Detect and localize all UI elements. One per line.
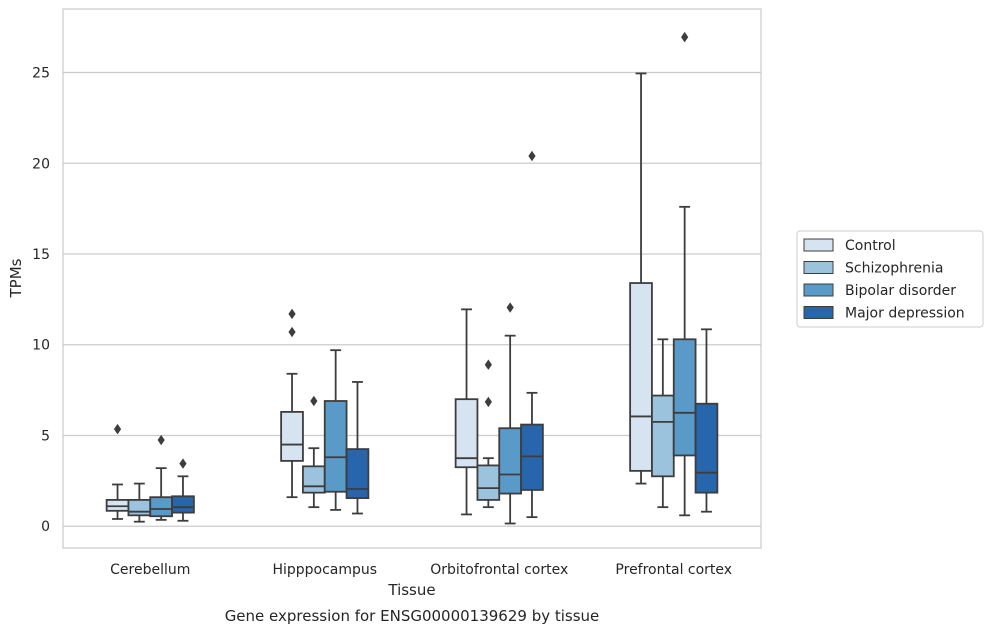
y-tick-labels: 0 5 10 15 20 25	[32, 66, 50, 536]
box-1-1	[302, 395, 326, 509]
outlier-point	[113, 423, 122, 435]
outlier-point	[681, 31, 689, 43]
box-3-3	[694, 328, 719, 513]
y-tick-label: 25	[32, 66, 50, 82]
box-body	[672, 338, 697, 457]
legend-label: Major depression	[845, 306, 965, 322]
outlier-point	[310, 395, 318, 407]
box-1-3	[345, 381, 370, 515]
box-body	[345, 448, 370, 499]
outlier-point	[157, 434, 165, 446]
box-3-0	[629, 72, 653, 485]
outlier-point	[288, 308, 296, 320]
legend-swatch	[803, 261, 834, 274]
outlier-point	[528, 150, 536, 162]
box-2-1	[476, 359, 501, 509]
box-body	[171, 495, 195, 514]
plot-frame	[62, 8, 762, 549]
outlier-point	[484, 359, 492, 370]
box-body	[454, 398, 479, 469]
outlier-point	[288, 326, 296, 338]
box-series	[105, 31, 719, 525]
box-3-2	[672, 31, 697, 517]
box-1-2	[323, 349, 348, 511]
legend-frame	[796, 230, 984, 328]
x-tick-label: Cerebellum	[110, 562, 190, 578]
legend-swatch	[803, 306, 834, 319]
box-0-3	[171, 458, 195, 522]
y-tick-label: 20	[32, 156, 50, 172]
legend-label: Schizophrenia	[845, 261, 943, 277]
box-body	[694, 402, 719, 494]
x-tick-label: Orbitofrontal cortex	[430, 562, 568, 578]
outlier-point	[506, 302, 514, 313]
box-body	[629, 282, 653, 472]
box-body	[302, 465, 326, 494]
box-1-0	[280, 308, 304, 499]
box-body	[280, 410, 304, 462]
legend-label: Bipolar disorder	[845, 283, 956, 299]
box-body	[520, 423, 544, 491]
box-body	[127, 499, 152, 517]
y-tick-label: 5	[41, 428, 50, 444]
y-tick-label: 0	[41, 519, 50, 535]
gridlines	[63, 71, 761, 527]
box-body	[323, 400, 348, 493]
box-body	[651, 394, 675, 478]
x-tick-label: Prefrontal cortex	[615, 562, 732, 578]
y-tick-label: 10	[32, 338, 50, 354]
y-axis-label: TPMs	[7, 258, 25, 298]
x-axis-label: Tissue	[387, 581, 435, 599]
box-2-0	[454, 308, 479, 516]
box-body	[476, 464, 501, 501]
legend-swatch	[803, 238, 834, 252]
legend: Control Schizophrenia Bipolar disorder Majo…	[796, 230, 984, 328]
box-body	[498, 427, 522, 495]
legend-label: Control	[845, 238, 896, 254]
chart-caption: Gene expression for ENSG00000139629 by t…	[225, 607, 600, 625]
x-tick-labels: Cerebellum Hipppocampus Orbitofrontal cort…	[110, 562, 732, 578]
outlier-point	[179, 458, 187, 469]
box-2-3	[520, 150, 544, 519]
box-body	[149, 496, 173, 518]
box-body	[105, 499, 130, 512]
box-0-2	[149, 434, 173, 521]
x-tick-label: Hipppocampus	[272, 562, 377, 578]
y-tick-label: 15	[32, 247, 50, 263]
outlier-point	[484, 396, 492, 408]
legend-swatch	[803, 283, 834, 297]
